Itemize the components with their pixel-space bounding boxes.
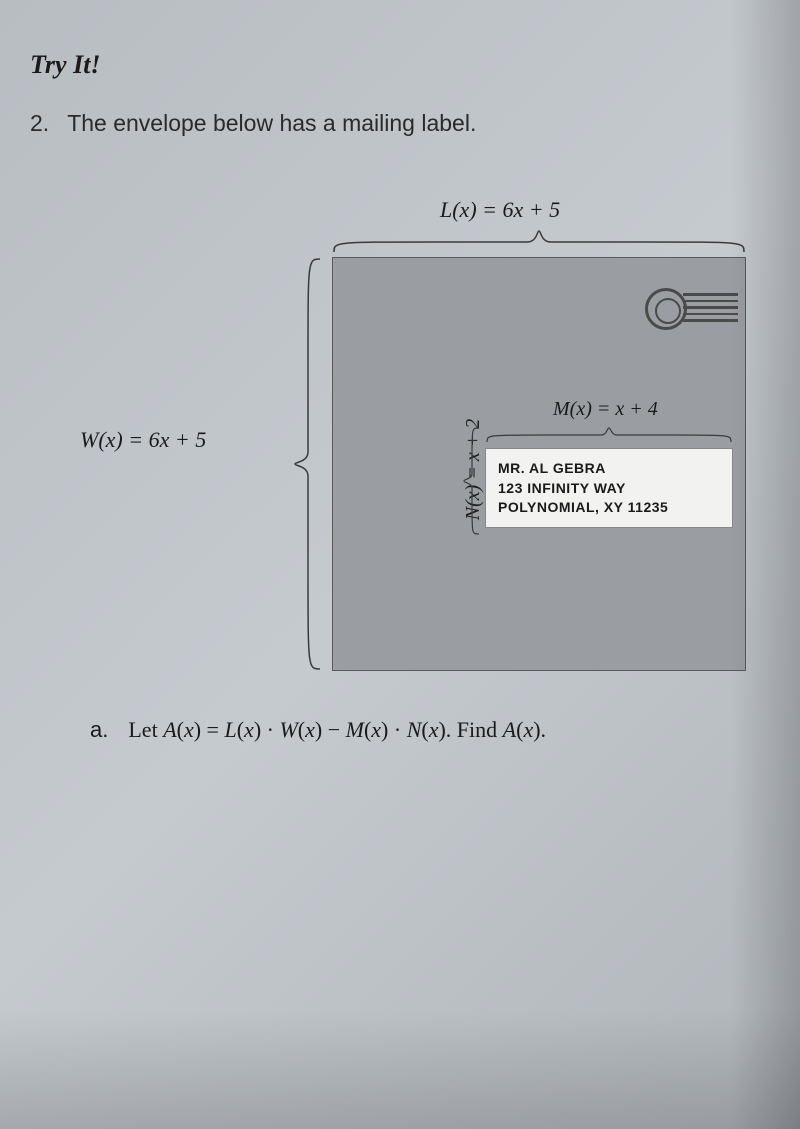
photo-shadow-bottom [0,1009,800,1129]
envelope-body: N(x) = x + 2 M(x) = x + 4 MR. AL GEBRA 1… [332,257,746,671]
width-label: W(x) = 6x + 5 [80,427,206,453]
question-row: 2. The envelope below has a mailing labe… [30,110,770,137]
postmark-icon [645,278,745,338]
length-label: L(x) = 6x + 5 [440,197,560,223]
subquestion-row: a. Let A(x) = L(x) · W(x) − M(x) · N(x).… [90,717,770,743]
left-brace-icon [292,257,322,671]
top-brace-icon [332,229,746,254]
label-width-m: M(x) = x + 4 [553,398,658,421]
section-heading: Try It! [30,50,770,80]
n-brace-icon [461,426,481,536]
envelope-diagram: L(x) = 6x + 5 W(x) = 6x + 5 N(x) = x + 2… [80,197,780,677]
m-brace-icon [485,426,733,444]
subquestion-text: Let A(x) = L(x) · W(x) − M(x) · N(x). Fi… [128,717,546,743]
question-text: The envelope below has a mailing label. [67,110,476,137]
mailing-address-label: MR. AL GEBRA 123 INFINITY WAY POLYNOMIAL… [485,448,733,528]
address-line-2: 123 INFINITY WAY [498,479,720,499]
question-number: 2. [30,110,49,137]
address-line-1: MR. AL GEBRA [498,459,720,479]
subquestion-letter: a. [90,717,108,743]
address-line-3: POLYNOMIAL, XY 11235 [498,498,720,518]
